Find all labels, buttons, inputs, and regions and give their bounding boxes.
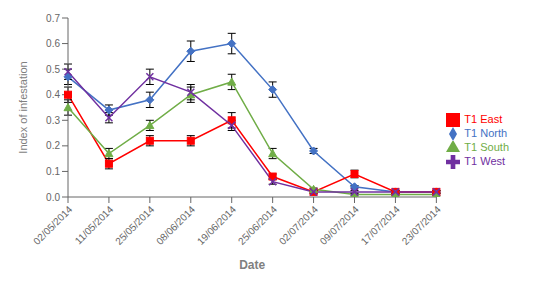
svg-text:09/07/2014: 09/07/2014: [318, 203, 361, 246]
html-text:T1 East: T1 East: [464, 112, 503, 125]
html-text:T1 North: T1 North: [464, 126, 508, 139]
svg-text:Date: Date: [239, 258, 265, 272]
svg-text:02/07/2014: 02/07/2014: [277, 203, 320, 246]
svg-text:25/05/2014: 25/05/2014: [113, 203, 156, 246]
svg-text:11/05/2014: 11/05/2014: [73, 203, 116, 246]
svg-text:0.4: 0.4: [46, 89, 60, 100]
svg-text:17/07/2014: 17/07/2014: [359, 203, 402, 246]
svg-text:0.1: 0.1: [46, 166, 60, 177]
svg-text:02/05/2014: 02/05/2014: [31, 203, 74, 246]
svg-text:08/06/2014: 08/06/2014: [154, 203, 197, 246]
html-text:T1 South: T1 South: [464, 141, 509, 153]
svg-text:0.0: 0.0: [46, 192, 60, 203]
svg-text:19/06/2014: 19/06/2014: [195, 203, 238, 246]
svg-text:0.3: 0.3: [46, 115, 60, 126]
svg-text:0.5: 0.5: [46, 64, 60, 75]
svg-text:0.7: 0.7: [46, 13, 60, 24]
svg-text:Index of infestation: Index of infestation: [17, 61, 29, 153]
html-text:T1 West: T1 West: [464, 155, 506, 168]
svg-text:0.2: 0.2: [46, 140, 60, 151]
svg-text:23/07/2014: 23/07/2014: [400, 203, 443, 246]
svg-text:0.6: 0.6: [46, 38, 60, 49]
svg-text:25/06/2014: 25/06/2014: [236, 203, 279, 246]
